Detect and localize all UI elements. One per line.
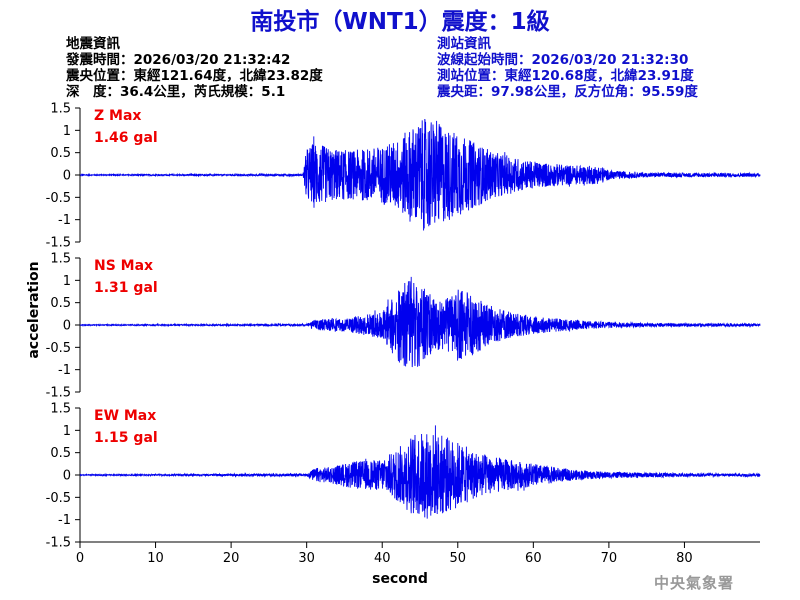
y-tick-label: -1.5 — [46, 386, 71, 401]
series-max-value: 1.15 gal — [94, 430, 158, 446]
y-tick-label: -1.5 — [46, 536, 71, 551]
y-tick-label: -1 — [58, 363, 71, 378]
station-info: 測站資訊 波線起始時間：2026/03/20 21:32:30 測站位置：東經1… — [437, 36, 698, 100]
y-tick-label: 1.5 — [50, 102, 71, 117]
waveform-z — [79, 118, 761, 231]
series-max-value: 1.46 gal — [94, 130, 158, 146]
y-tick-label: 1 — [63, 424, 71, 439]
y-tick-label: 1 — [63, 274, 71, 289]
y-tick-label: -1 — [58, 213, 71, 228]
y-tick-label: 0 — [63, 469, 71, 484]
station-info-heading: 測站資訊 — [437, 36, 491, 52]
y-tick-label: 0 — [63, 319, 71, 334]
x-axis-label: second — [372, 571, 428, 587]
x-tick-label: 20 — [223, 551, 240, 566]
y-tick-label: 0.5 — [50, 296, 71, 311]
chart-title: 南投市（WNT1）震度：1級 — [250, 9, 550, 35]
earthquake-depth-magnitude: 深 度：36.4公里，芮氏規模：5.1 — [66, 84, 286, 100]
x-tick-label: 80 — [676, 551, 693, 566]
station-distance: 震央距：97.98公里，反方位角：95.59度 — [437, 84, 698, 100]
y-tick-label: -0.5 — [46, 341, 71, 356]
y-tick-label: 1 — [63, 124, 71, 139]
earthquake-info: 地震資訊 發震時間：2026/03/20 21:32:42 震央位置：東經121… — [66, 36, 323, 100]
x-tick-label: 10 — [147, 551, 164, 566]
series-max-label: EW Max — [94, 408, 156, 424]
y-axis-label: acceleration — [26, 261, 46, 358]
waveform-ns — [79, 276, 761, 368]
agency-logo: 中央氣象署 — [654, 574, 735, 592]
earthquake-location: 震央位置：東經121.64度，北緯23.82度 — [66, 68, 323, 84]
x-tick-label: 0 — [76, 551, 84, 566]
y-axis-label-text: acceleration — [26, 261, 42, 359]
earthquake-info-heading: 地震資訊 — [66, 36, 120, 52]
y-tick-label: 1.5 — [50, 252, 71, 267]
station-wave-start: 波線起始時間：2026/03/20 21:32:30 — [437, 52, 689, 68]
x-tick-label: 30 — [298, 551, 315, 566]
waveform-ew — [79, 425, 761, 519]
series-max-label: NS Max — [94, 258, 153, 274]
y-tick-label: -1.5 — [46, 236, 71, 251]
y-tick-label: 0 — [63, 169, 71, 184]
x-tick-label: 50 — [450, 551, 467, 566]
y-tick-label: -0.5 — [46, 191, 71, 206]
x-tick-label: 60 — [525, 551, 542, 566]
series-max-label: Z Max — [94, 108, 141, 124]
x-tick-label: 40 — [374, 551, 391, 566]
earthquake-time: 發震時間：2026/03/20 21:32:42 — [66, 52, 291, 68]
y-tick-label: -0.5 — [46, 491, 71, 506]
series-max-value: 1.31 gal — [94, 280, 158, 296]
y-tick-label: 1.5 — [50, 402, 71, 417]
x-tick-label: 70 — [601, 551, 618, 566]
station-location: 測站位置：東經120.68度，北緯23.91度 — [437, 68, 694, 84]
y-tick-label: 0.5 — [50, 146, 71, 161]
y-tick-label: 0.5 — [50, 446, 71, 461]
y-tick-label: -1 — [58, 513, 71, 528]
